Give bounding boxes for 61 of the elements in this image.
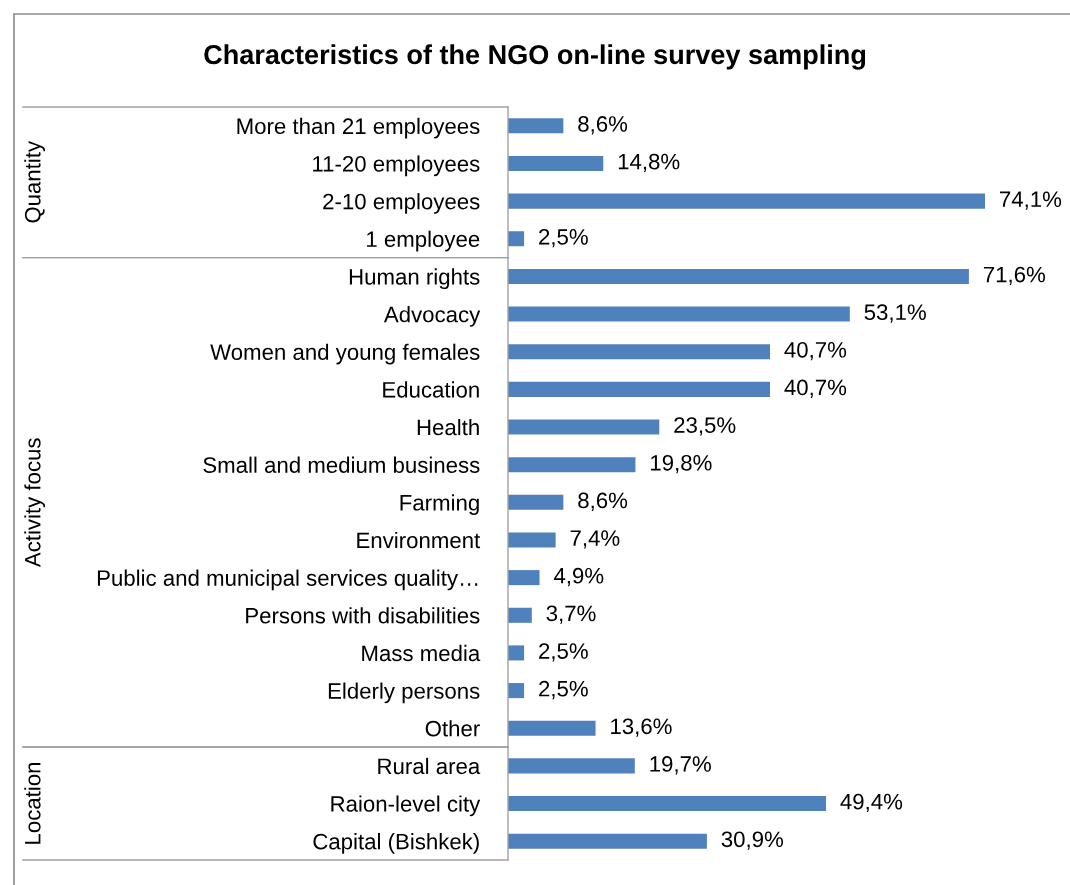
bar: [508, 344, 770, 360]
y-tick-label: 2-10 employees: [323, 193, 480, 214]
y-tick-label: Rural area: [378, 757, 481, 775]
data-label: 13,6%: [611, 718, 672, 737]
bar: [508, 306, 850, 322]
bar: [508, 457, 636, 473]
y-tick-label: Human rights: [349, 268, 480, 290]
y-tick-label: 11-20 employees: [313, 155, 480, 177]
y-tick-label: Small and medium business: [203, 456, 480, 473]
data-label: 40,7%: [784, 379, 847, 398]
y-tick-label: Raion-level city: [331, 795, 481, 817]
y-tick-label: Persons with disabilities: [246, 607, 480, 624]
data-label: 2,5%: [539, 643, 588, 662]
data-label: 4,9%: [553, 567, 604, 587]
bar: [508, 419, 660, 435]
y-tick-label: Health: [417, 418, 479, 436]
bar: [508, 683, 525, 699]
bar: [508, 532, 556, 548]
data-label: 3,7%: [546, 605, 596, 624]
data-label: 2,5%: [539, 680, 588, 700]
y-tick-label: Farming: [400, 494, 479, 515]
bar: [508, 193, 985, 209]
bar: [508, 607, 532, 623]
bar: [508, 381, 770, 397]
data-label: 40,7%: [784, 341, 847, 361]
y-tick-label: Environment: [357, 531, 481, 549]
data-label: 7,4%: [570, 530, 620, 549]
chart-title: Characteristics of the NGO on-line survey sampling: [204, 44, 866, 70]
data-label: 71,6%: [983, 266, 1046, 286]
bar: [508, 645, 525, 661]
data-label: 2,5%: [539, 229, 588, 248]
data-label: 19,8%: [651, 454, 712, 474]
data-label: 14,8%: [618, 153, 680, 173]
y-tick-label: Public and municipal services quality…: [97, 569, 478, 591]
y-tick-label: Capital (Bishkek): [313, 833, 479, 854]
y-tick-label: Mass media: [362, 644, 481, 662]
bar: [508, 231, 525, 247]
bar: [508, 268, 969, 284]
bar: [508, 570, 540, 586]
y-tick-label: Advocacy: [383, 306, 481, 327]
bar: [508, 155, 604, 172]
y-tick-label: Elderly persons: [328, 682, 480, 704]
data-label: 8,6%: [578, 492, 628, 511]
y-tick-label: More than 21 employees: [237, 117, 480, 139]
data-label: 23,5%: [674, 417, 736, 436]
y-axis-title: Location: [24, 762, 41, 844]
data-label: 74,1%: [1000, 191, 1062, 210]
y-tick-label: Other: [425, 720, 480, 737]
data-label: 49,4%: [840, 793, 903, 813]
bar: [508, 494, 564, 510]
y-axis-title: Quantity: [24, 140, 45, 223]
y-tick-label: 1 employee: [367, 230, 480, 252]
bar: [508, 118, 564, 134]
y-tick-label: Women and young females: [210, 343, 480, 365]
y-axis-title: Activity focus: [24, 438, 45, 568]
data-label: 8,6%: [578, 116, 628, 135]
bar: [508, 720, 596, 736]
y-tick-label: Education: [383, 381, 479, 398]
data-label: 30,9%: [721, 831, 784, 850]
data-label: 19,7%: [650, 756, 711, 775]
data-label: 53,1%: [864, 304, 926, 323]
